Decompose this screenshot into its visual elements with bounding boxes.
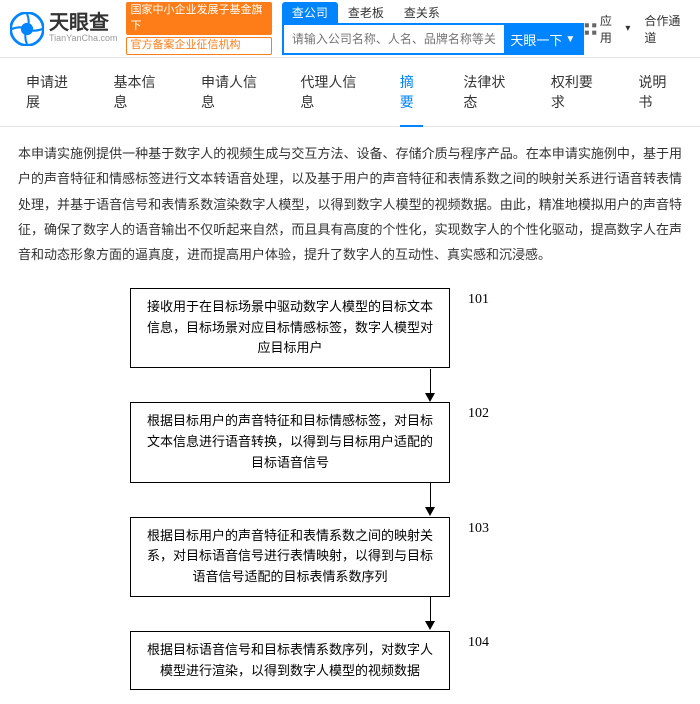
flow-step-number: 104	[468, 635, 489, 651]
flowchart-wrapper: 接收用于在目标场景中驱动数字人模型的目标文本信息，目标场景对应目标情感标签，数字…	[18, 288, 682, 691]
logo-icon	[10, 12, 44, 46]
search-button-label: 天眼一下	[510, 30, 562, 49]
flow-step-box: 接收用于在目标场景中驱动数字人模型的目标文本信息，目标场景对应目标情感标签，数字…	[130, 288, 450, 368]
content: 本申请实施例提供一种基于数字人的视频生成与交互方法、设备、存储介质与程序产品。在…	[0, 127, 700, 704]
app-link[interactable]: 应用 ▾	[584, 12, 631, 46]
chevron-down-icon: ▼	[565, 34, 575, 45]
search-tab[interactable]: 查公司	[282, 2, 338, 23]
flow-step: 接收用于在目标场景中驱动数字人模型的目标文本信息，目标场景对应目标情感标签，数字…	[130, 288, 570, 368]
flow-arrow	[290, 368, 570, 402]
page-tab[interactable]: 基本信息	[93, 58, 180, 126]
partner-label: 合作通道	[644, 12, 690, 46]
search-input[interactable]	[284, 25, 504, 53]
header-right-links: 应用 ▾ 合作通道	[584, 12, 690, 46]
flow-step: 根据目标用户的声音特征和表情系数之间的映射关系，对目标语音信号进行表情映射，以得…	[130, 517, 570, 597]
flow-arrow	[290, 483, 570, 517]
flow-step-number: 102	[468, 406, 489, 422]
abstract-text: 本申请实施例提供一种基于数字人的视频生成与交互方法、设备、存储介质与程序产品。在…	[18, 141, 682, 268]
logo-area[interactable]: 天眼查 TianYanCha.com	[10, 12, 118, 46]
logo-badges: 国家中小企业发展子基金旗下 官方备案企业征信机构	[126, 2, 272, 54]
search-box: 天眼一下 ▼	[282, 23, 584, 55]
header: 天眼查 TianYanCha.com 国家中小企业发展子基金旗下 官方备案企业征…	[0, 0, 700, 58]
page-tab[interactable]: 法律状态	[443, 58, 530, 126]
page-tab[interactable]: 摘要	[380, 58, 444, 126]
partner-link[interactable]: 合作通道	[644, 12, 690, 46]
search-area: 查公司查老板查关系 天眼一下 ▼	[282, 2, 584, 55]
search-tabs: 查公司查老板查关系	[282, 2, 584, 23]
badge-credit: 官方备案企业征信机构	[126, 37, 272, 54]
page-tab[interactable]: 代理人信息	[280, 58, 379, 126]
search-tab[interactable]: 查关系	[394, 2, 450, 23]
page-tab[interactable]: 权利要求	[531, 58, 618, 126]
flow-step-box: 根据目标用户的声音特征和目标情感标签，对目标文本信息进行语音转换，以得到与目标用…	[130, 402, 450, 482]
flow-step-number: 103	[468, 521, 489, 537]
grid-icon	[584, 22, 597, 36]
flow-step-box: 根据目标语音信号和目标表情系数序列，对数字人模型进行渲染，以得到数字人模型的视频…	[130, 631, 450, 691]
page-tab[interactable]: 申请进展	[6, 58, 93, 126]
flow-step-number: 101	[468, 292, 489, 308]
flow-step: 根据目标语音信号和目标表情系数序列，对数字人模型进行渲染，以得到数字人模型的视频…	[130, 631, 570, 691]
flowchart: 接收用于在目标场景中驱动数字人模型的目标文本信息，目标场景对应目标情感标签，数字…	[130, 288, 570, 691]
flow-step: 根据目标用户的声音特征和目标情感标签，对目标文本信息进行语音转换，以得到与目标用…	[130, 402, 570, 482]
logo-text: 天眼查	[49, 13, 118, 33]
flow-arrow	[290, 597, 570, 631]
page-tab[interactable]: 说明书	[618, 58, 694, 126]
search-button[interactable]: 天眼一下 ▼	[504, 25, 582, 53]
logo-subtext: TianYanCha.com	[49, 33, 118, 44]
app-label: 应用	[600, 12, 622, 46]
page-tab[interactable]: 申请人信息	[181, 58, 280, 126]
chevron-down-icon: ▾	[625, 23, 630, 34]
page-tabs: 申请进展基本信息申请人信息代理人信息摘要法律状态权利要求说明书	[0, 58, 700, 127]
search-tab[interactable]: 查老板	[338, 2, 394, 23]
flow-step-box: 根据目标用户的声音特征和表情系数之间的映射关系，对目标语音信号进行表情映射，以得…	[130, 517, 450, 597]
badge-official: 国家中小企业发展子基金旗下	[126, 2, 272, 35]
